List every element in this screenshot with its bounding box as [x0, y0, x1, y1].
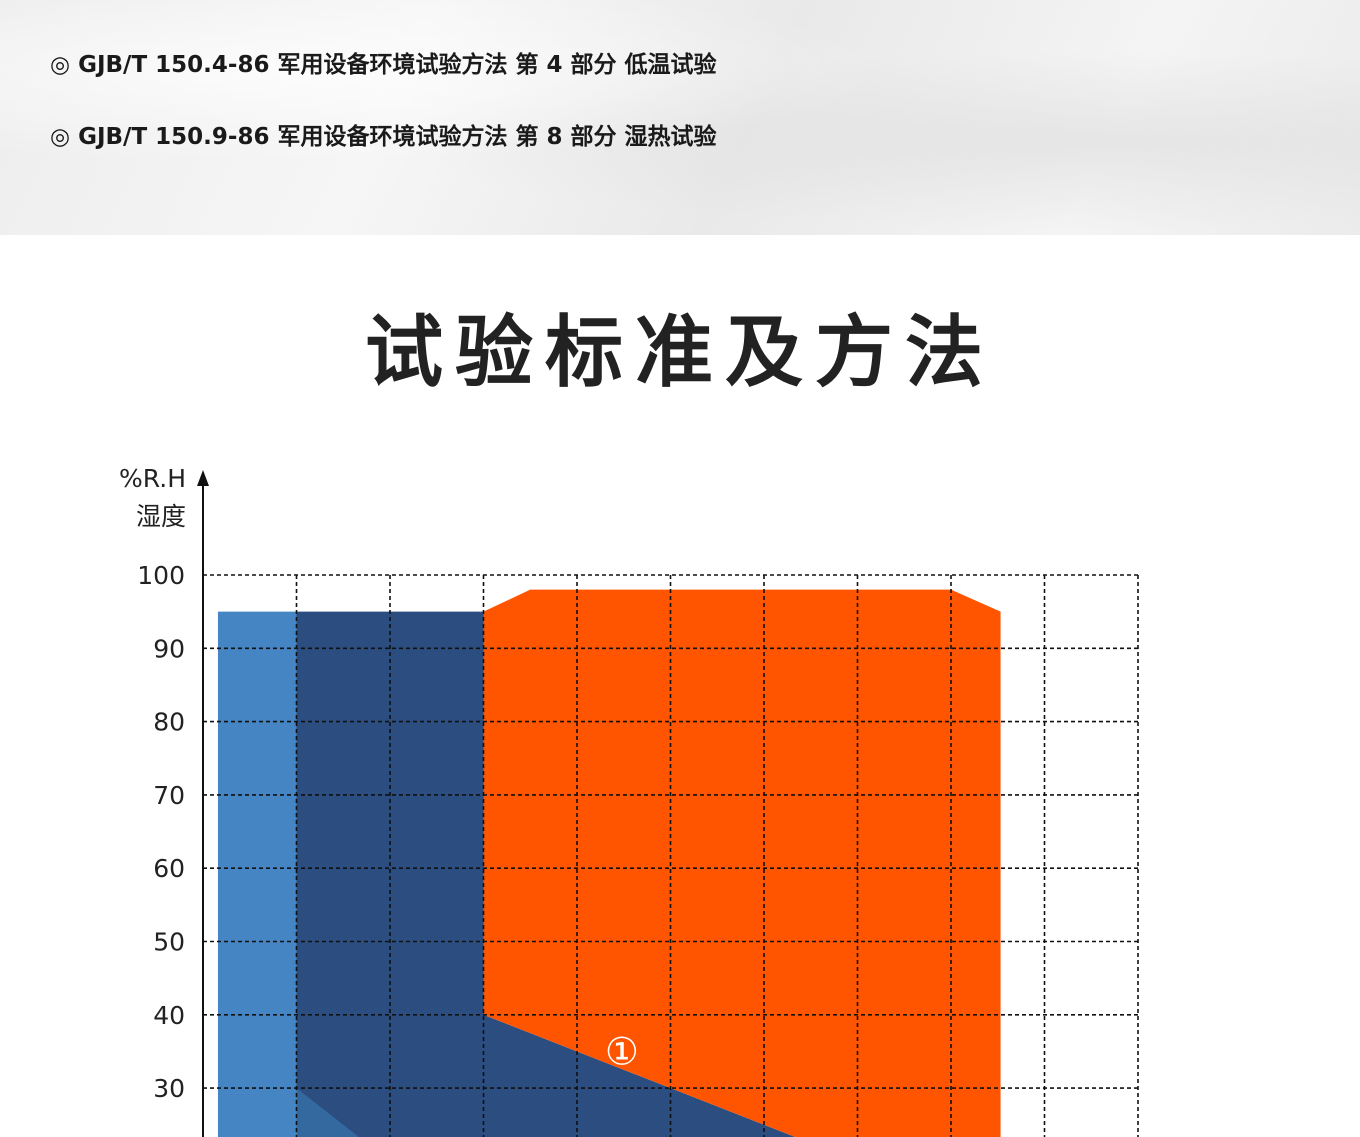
marble-header: ◎ GJB/T 150.4-86 军用设备环境试验方法 第 4 部分 低温试验 …	[0, 0, 1360, 235]
region-label: ①	[605, 1029, 639, 1073]
y-axis-label: 湿度	[135, 502, 186, 531]
chart-region	[296, 611, 796, 1137]
standard-text: GJB/T 150.4-86 军用设备环境试验方法 第 4 部分 低温试验	[78, 52, 717, 78]
y-tick-label: 70	[153, 781, 185, 810]
y-tick-label: 80	[153, 708, 185, 737]
y-axis-unit: %R.H	[119, 464, 186, 493]
y-tick-label: 100	[137, 561, 185, 590]
section-title: 试验标准及方法	[364, 308, 995, 398]
y-tick-label: 40	[153, 1001, 185, 1030]
y-tick-label: 30	[153, 1074, 185, 1103]
standard-item: ◎ GJB/T 150.4-86 军用设备环境试验方法 第 4 部分 低温试验	[50, 45, 717, 79]
standard-item: ◎ GJB/T 150.9-86 军用设备环境试验方法 第 8 部分 湿热试验	[50, 117, 717, 151]
bullet-icon: ◎	[50, 52, 71, 78]
y-tick-label: 90	[153, 634, 185, 663]
chart-region	[296, 1088, 359, 1137]
chart-region	[217, 611, 297, 1137]
chart-region	[483, 589, 1001, 1137]
y-tick-label: 50	[153, 928, 185, 957]
y-tick-label: 60	[153, 854, 185, 883]
bullet-icon: ◎	[50, 124, 71, 150]
standard-text: GJB/T 150.9-86 军用设备环境试验方法 第 8 部分 湿热试验	[78, 124, 717, 150]
y-axis-arrow-icon	[197, 470, 209, 486]
